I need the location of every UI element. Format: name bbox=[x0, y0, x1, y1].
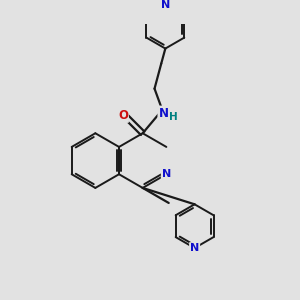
Text: N: N bbox=[190, 243, 199, 253]
Text: N: N bbox=[158, 106, 168, 119]
Text: N: N bbox=[161, 0, 170, 10]
Text: H: H bbox=[169, 112, 178, 122]
Text: N: N bbox=[162, 169, 171, 179]
Text: O: O bbox=[118, 109, 128, 122]
